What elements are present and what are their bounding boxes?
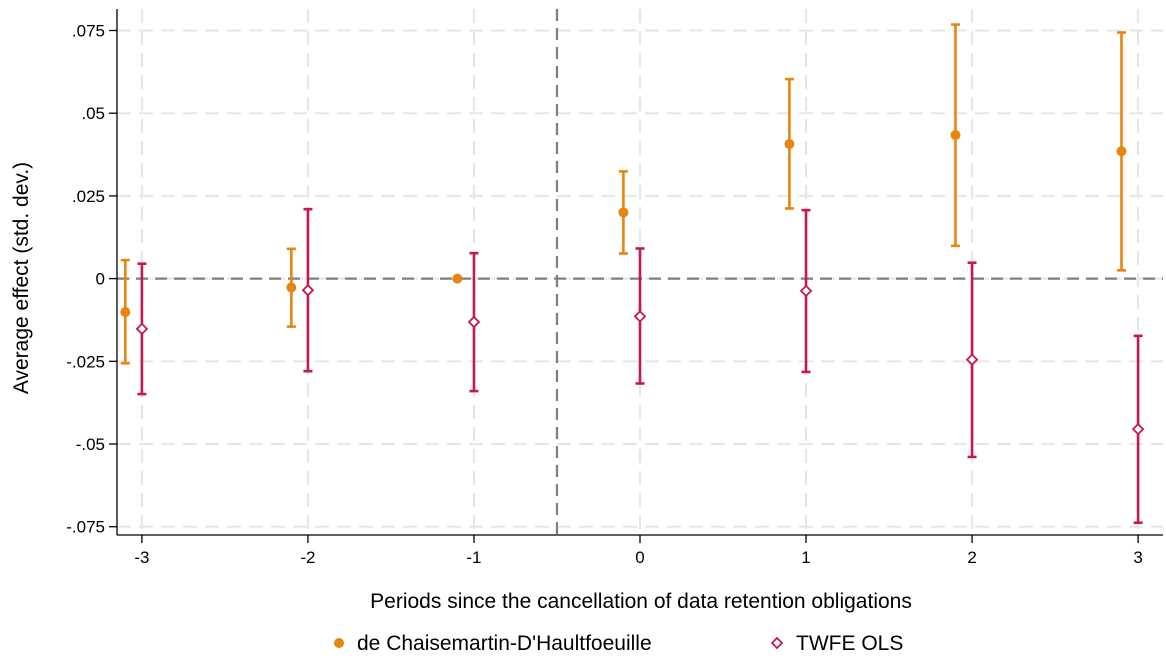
dcdh-point	[784, 138, 795, 149]
twfe-point	[301, 283, 315, 297]
dcdh-point	[950, 130, 961, 141]
x-axis-title: Periods since the cancellation of data r…	[370, 590, 912, 613]
gridlines	[117, 9, 1163, 535]
y-tick-label: .075	[72, 22, 105, 41]
dcdh-point	[120, 307, 131, 318]
x-tick-label: 2	[967, 548, 976, 567]
legend-marker-twfe	[770, 636, 784, 650]
twfe-point	[135, 322, 149, 336]
y-tick-label: .025	[72, 187, 105, 206]
dcdh-point	[286, 282, 297, 293]
y-axis-title: Average effect (std. dev.)	[10, 162, 33, 394]
x-tick-label: -3	[134, 548, 149, 567]
dcdh-point	[1116, 146, 1127, 157]
twfe-point	[799, 284, 813, 298]
x-tick-label: -2	[300, 548, 315, 567]
x-tick-label: 1	[801, 548, 810, 567]
twfe-point	[965, 353, 979, 366]
twfe-point	[467, 315, 481, 329]
dcdh-point	[618, 207, 629, 218]
x-tick-label: 3	[1133, 548, 1142, 567]
twfe-point	[1131, 422, 1145, 436]
y-axis-ticks: -.075 -.05 -.025 0 .025 .05 .075	[66, 22, 117, 537]
x-tick-label: -1	[466, 548, 481, 567]
legend: de Chaisemartin-D'Haultfoeuille TWFE OLS	[334, 632, 903, 655]
legend-label-dcdh: de Chaisemartin-D'Haultfoeuille	[357, 632, 652, 655]
dcdh-point	[452, 273, 463, 284]
legend-marker-dcdh	[334, 638, 344, 648]
y-tick-label: .05	[81, 104, 105, 123]
x-axis-ticks: -3 -2 -1 0 1 2 3	[134, 535, 1143, 567]
legend-label-twfe: TWFE OLS	[796, 632, 903, 655]
y-tick-label: -.075	[66, 518, 105, 537]
y-tick-label: -.025	[66, 352, 105, 371]
y-tick-label: 0	[96, 270, 105, 289]
data-marks	[120, 23, 1145, 525]
y-tick-label: -.05	[76, 435, 105, 454]
x-tick-label: 0	[635, 548, 644, 567]
twfe-point	[633, 310, 647, 323]
